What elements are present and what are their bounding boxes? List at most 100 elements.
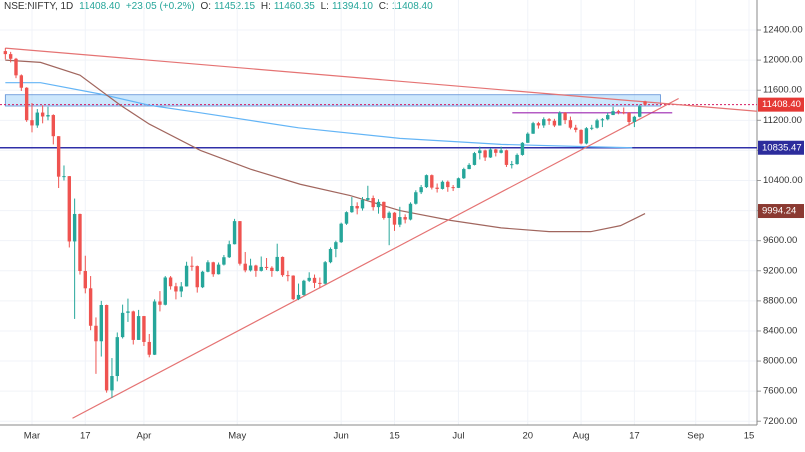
candle-body: [446, 181, 450, 188]
candle-body: [296, 294, 301, 300]
candle-body: [254, 265, 258, 271]
candle-body: [606, 115, 610, 120]
candle-body: [136, 316, 141, 340]
candle-body: [275, 256, 279, 272]
candle-body: [291, 275, 295, 300]
candle-body: [259, 266, 263, 271]
candle-body: [14, 58, 18, 76]
l-value: 11394.10: [331, 1, 373, 12]
candle-body: [323, 262, 327, 284]
y-tick-label: 12400.00: [763, 25, 803, 36]
candle-body: [483, 150, 487, 158]
candle-body: [328, 248, 333, 263]
candle-body: [392, 212, 397, 225]
candle-body: [376, 201, 381, 208]
candle-body: [99, 305, 103, 342]
candle-body: [627, 112, 631, 122]
candle-body: [8, 54, 13, 59]
x-tick-label: Jun: [334, 431, 349, 442]
x-tick-label: 17: [80, 431, 91, 442]
h-label: H:: [260, 1, 271, 12]
candle-body: [312, 277, 317, 283]
candle-body: [19, 75, 24, 88]
x-tick-label: Mar: [24, 431, 40, 442]
y-tick-label: 8400.00: [763, 325, 797, 336]
candle-body: [110, 376, 114, 391]
candle-body: [264, 266, 269, 268]
candle-body: [184, 265, 189, 287]
candle-body: [510, 164, 514, 166]
candle-body: [307, 277, 311, 281]
y-tick-label: 8800.00: [763, 295, 797, 306]
candle-body: [216, 264, 221, 275]
candle-body: [211, 262, 215, 275]
candle-body: [238, 221, 242, 264]
candle-body: [595, 120, 599, 128]
l-label: L:: [320, 1, 329, 12]
candle-body: [131, 311, 135, 340]
candle-body: [424, 175, 429, 188]
candle-body: [40, 112, 45, 117]
c-label: C:: [378, 1, 389, 12]
candle-body: [62, 176, 66, 178]
candle-body: [499, 150, 503, 153]
candle-body: [200, 271, 205, 288]
price-label-bg: [758, 97, 804, 112]
x-tick-label: Apr: [137, 431, 152, 442]
candle-body: [78, 213, 82, 272]
candle-body: [435, 187, 439, 189]
candle-body: [67, 176, 72, 242]
candle-body: [371, 198, 375, 208]
y-tick-label: 10400.00: [763, 175, 803, 186]
candle-body: [488, 149, 493, 158]
price-label-bg: [758, 140, 804, 155]
candle-body: [72, 213, 77, 242]
candle-body: [248, 265, 253, 271]
overlay-line: [5, 47, 757, 112]
candle-body: [579, 129, 583, 144]
candle-body: [504, 150, 509, 165]
candle-body: [179, 286, 183, 292]
candle-body: [355, 206, 359, 209]
candle-body: [3, 51, 8, 55]
candle-body: [552, 120, 557, 126]
candle-body: [270, 267, 274, 272]
candle-body: [478, 150, 482, 154]
candle-body: [611, 111, 615, 116]
candle-body: [382, 201, 386, 218]
candle-body: [344, 212, 349, 224]
candle-body: [163, 277, 167, 305]
candle-body: [168, 277, 173, 287]
candle-body: [147, 341, 151, 355]
candle-body: [190, 265, 194, 267]
price-label-bg: [758, 204, 804, 219]
candle-body: [403, 217, 407, 220]
x-tick-label: 15: [744, 431, 755, 442]
candle-body: [632, 116, 637, 122]
candle-body: [515, 154, 519, 165]
zone: [4, 94, 661, 107]
y-tick-label: 12000.00: [763, 55, 803, 66]
candle-body: [574, 127, 578, 130]
candle-body: [366, 198, 370, 200]
candle-body: [638, 106, 642, 117]
y-tick-label: 11200.00: [763, 115, 802, 126]
o-value: 11452.15: [214, 1, 256, 12]
y-tick-label: 7200.00: [763, 416, 797, 427]
candle-body: [520, 142, 525, 155]
price-label: 9994.24: [762, 206, 796, 217]
candle-body: [227, 244, 231, 258]
candle-body: [104, 305, 109, 391]
candle-body: [563, 112, 567, 121]
price-label: 11408.40: [762, 99, 801, 110]
candle-body: [440, 181, 445, 189]
o-label: O:: [200, 1, 212, 12]
candle-body: [408, 203, 413, 220]
overlay-line: [5, 82, 633, 149]
candle-body: [318, 282, 322, 284]
candle-body: [584, 128, 589, 144]
x-tick-label: Jul: [452, 431, 464, 442]
candle-body: [600, 119, 605, 121]
candle-body: [51, 115, 56, 137]
